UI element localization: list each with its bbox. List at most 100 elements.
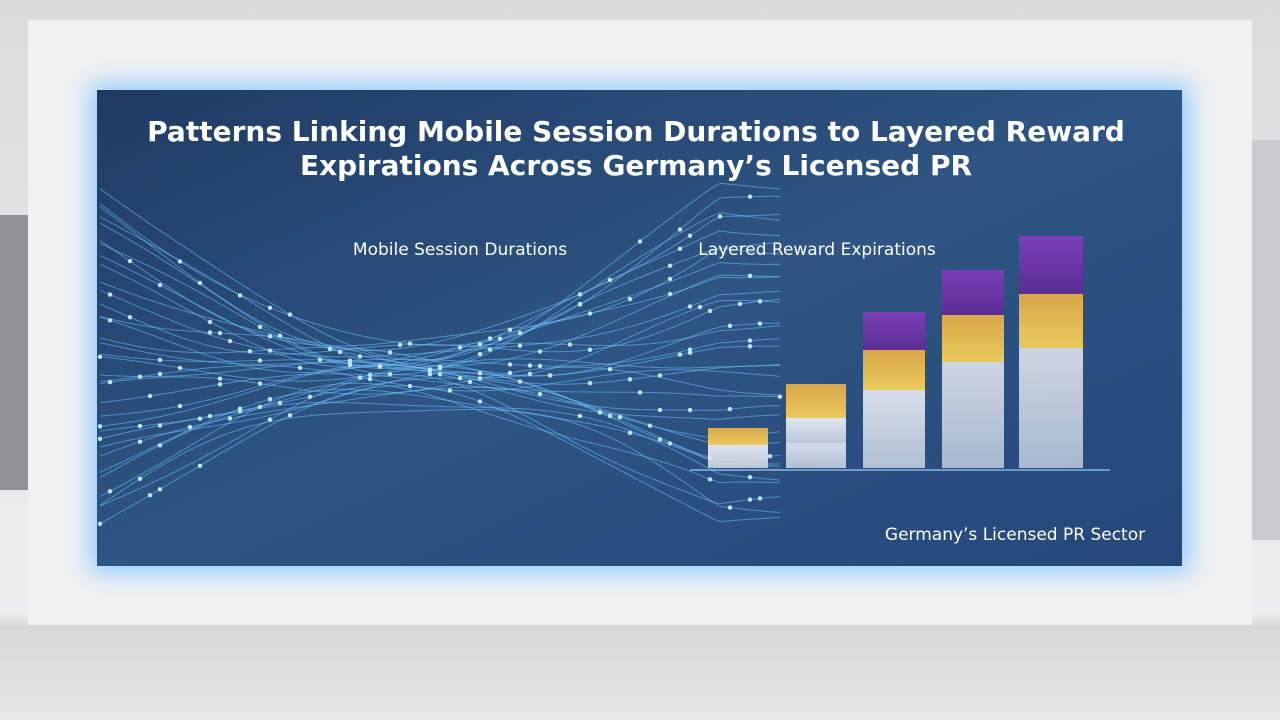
bar-segment <box>1019 348 1083 468</box>
node-dot <box>727 406 733 412</box>
node-dot <box>97 424 103 429</box>
node-dot <box>367 372 373 378</box>
node-dot <box>747 194 753 199</box>
node-dot <box>647 423 653 428</box>
node-dot <box>507 327 513 332</box>
node-dot <box>147 493 153 498</box>
node-dot <box>347 358 353 364</box>
node-dot <box>747 338 753 343</box>
node-dot <box>517 379 523 384</box>
node-dot <box>537 391 543 397</box>
side-wall <box>0 215 28 490</box>
footer-label: Germany’s Licensed PR Sector <box>885 525 1145 545</box>
node-dot <box>687 407 693 413</box>
node-dot <box>247 349 253 354</box>
node-dot <box>427 367 433 372</box>
node-dot <box>597 409 603 415</box>
node-dot <box>277 400 283 406</box>
node-dot <box>637 390 643 395</box>
node-dot <box>137 423 143 429</box>
node-dot <box>387 350 393 355</box>
node-dot <box>577 301 583 307</box>
title-line: Patterns Linking Mobile Session Duration… <box>147 115 1125 148</box>
node-dot <box>477 399 483 404</box>
node-dot <box>157 357 163 363</box>
node-dot <box>457 376 463 381</box>
node-dot <box>137 439 143 444</box>
node-dot <box>157 443 163 448</box>
node-dot <box>207 413 213 419</box>
section-label: Mobile Session Durations <box>353 240 567 260</box>
node-dot <box>367 376 373 382</box>
node-dot <box>197 416 203 421</box>
node-dot <box>267 417 273 422</box>
node-dot <box>657 407 663 413</box>
node-dot <box>547 373 553 378</box>
node-dot <box>517 343 523 348</box>
node-dot <box>757 496 763 501</box>
node-dot <box>667 441 673 446</box>
bar-segment <box>863 312 925 350</box>
node-dot <box>107 292 113 297</box>
node-dot <box>617 414 623 420</box>
node-dot <box>467 379 473 385</box>
node-dot <box>177 365 183 371</box>
node-dot <box>447 388 453 393</box>
network-line <box>99 388 781 473</box>
bar-segment <box>1019 294 1083 348</box>
node-dot <box>747 344 753 349</box>
node-dot <box>407 341 413 346</box>
title-line: Expirations Across Germany’s Licensed PR <box>300 149 972 182</box>
network-line <box>99 206 781 352</box>
node-dot <box>777 394 783 399</box>
network-line <box>99 322 781 377</box>
node-dot <box>287 413 293 418</box>
node-dot <box>267 334 273 339</box>
network-line <box>99 254 781 367</box>
node-dot <box>577 292 583 297</box>
node-dot <box>747 475 753 480</box>
node-dot <box>767 454 773 459</box>
node-dot <box>727 323 733 328</box>
network-line <box>99 364 781 392</box>
node-dot <box>707 477 713 482</box>
node-dot <box>587 381 593 386</box>
node-dot <box>677 227 683 232</box>
node-dot <box>687 233 693 238</box>
network-line <box>99 377 781 446</box>
node-dot <box>437 364 443 369</box>
node-dot <box>607 367 613 372</box>
bar-segment <box>942 270 1004 315</box>
node-dot <box>667 263 673 268</box>
node-dot <box>327 346 333 352</box>
node-dot <box>677 352 683 357</box>
node-dot <box>487 347 493 352</box>
node-dot <box>507 370 513 376</box>
node-dot <box>147 393 153 399</box>
node-dot <box>157 282 163 288</box>
node-dot <box>527 371 533 377</box>
node-dot <box>287 312 293 317</box>
node-dot <box>97 436 103 441</box>
node-dot <box>717 214 723 219</box>
node-dot <box>627 377 633 382</box>
node-dot <box>97 521 103 526</box>
node-dot <box>747 497 753 502</box>
network-line <box>99 298 781 355</box>
network-line <box>99 382 781 497</box>
node-dot <box>407 383 413 389</box>
network-line <box>99 289 781 358</box>
node-dot <box>207 319 213 325</box>
node-dot <box>507 362 513 367</box>
node-dot <box>207 330 213 335</box>
node-dot <box>477 342 483 347</box>
node-dot <box>127 258 133 264</box>
network-line <box>99 373 781 404</box>
bar-segment <box>786 418 846 443</box>
node-dot <box>267 397 273 402</box>
node-dot <box>687 304 693 309</box>
node-dot <box>257 404 263 410</box>
node-dot <box>477 371 483 376</box>
node-dot <box>727 505 733 510</box>
